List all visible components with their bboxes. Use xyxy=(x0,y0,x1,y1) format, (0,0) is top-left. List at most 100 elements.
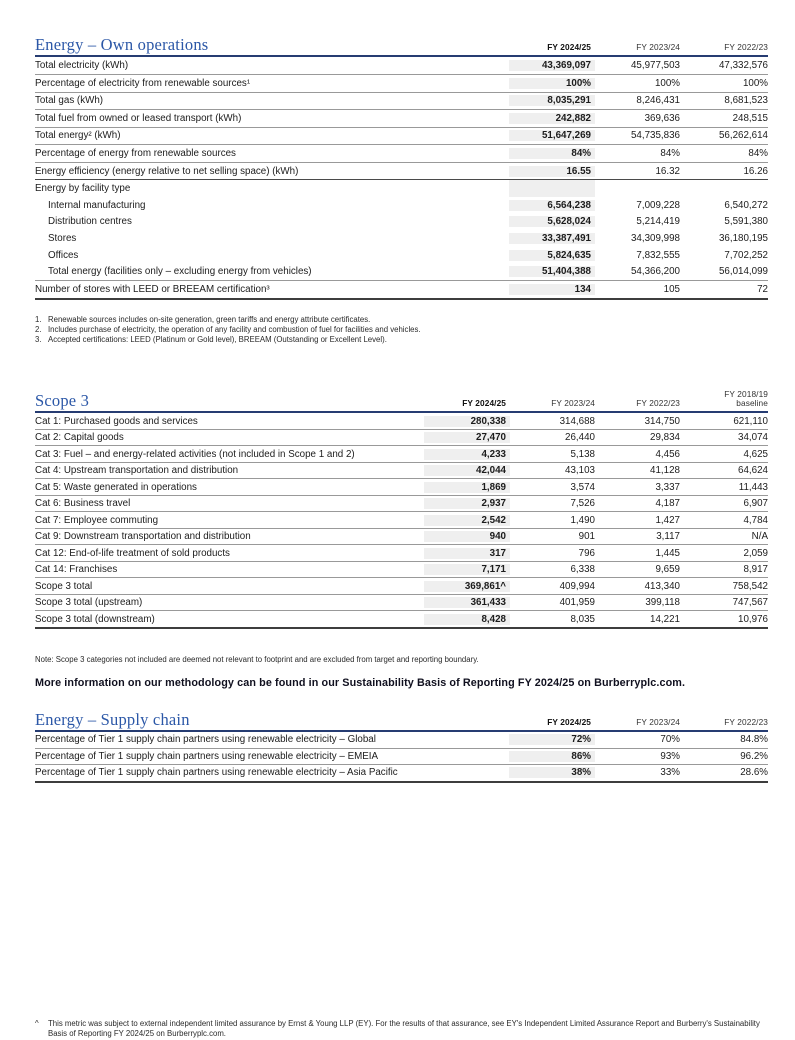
row-label: Offices xyxy=(48,249,79,261)
row-label: Total gas (kWh) xyxy=(35,95,104,107)
cell-value: 399,118 xyxy=(645,597,680,609)
row-label: Percentage of energy from renewable sour… xyxy=(35,148,236,160)
cell-value: 7,171 xyxy=(424,564,510,576)
cell-value: 86% xyxy=(509,750,595,762)
cell-value: 33% xyxy=(660,767,680,779)
table-row: Percentage of Tier 1 supply chain partne… xyxy=(35,732,768,749)
cell-value: 5,214,419 xyxy=(636,216,680,228)
column-header: FY 2023/24 xyxy=(595,717,680,728)
table-row: Cat 9: Downstream transportation and dis… xyxy=(35,529,768,546)
cell-value: 1,445 xyxy=(655,547,680,559)
cell-value: 1,490 xyxy=(570,514,595,526)
cell-value: 27,470 xyxy=(424,432,510,444)
table-row: Cat 5: Waste generated in operations 1,86… xyxy=(35,479,768,496)
column-header: FY 2024/25 xyxy=(509,717,595,728)
column-header: FY 2022/23 xyxy=(680,42,768,53)
cell-value: 29,834 xyxy=(650,432,680,444)
table-row: Scope 3 total (upstream) 361,433 401,959 39… xyxy=(35,595,768,612)
cell-value: 93% xyxy=(660,750,680,762)
cell-value: 314,688 xyxy=(559,415,595,427)
scope3-note: Note: Scope 3 categories not included ar… xyxy=(35,654,479,664)
cell-value: 2,542 xyxy=(424,514,510,526)
cell-value: 100% xyxy=(654,77,680,89)
cell-value: 84% xyxy=(509,148,595,160)
cell-value: 4,784 xyxy=(743,514,768,526)
footnote-marker: 1. xyxy=(35,314,42,324)
cell-value: 8,428 xyxy=(424,613,510,625)
row-label: Cat 5: Waste generated in operations xyxy=(35,481,197,493)
cell-value: 51,647,269 xyxy=(509,130,595,142)
row-label: Energy by facility type xyxy=(35,183,131,195)
column-header-line: FY 2024/25 xyxy=(547,42,591,53)
cell-value: 64,624 xyxy=(738,465,768,477)
row-label: Cat 4: Upstream transportation and distr… xyxy=(35,465,239,477)
cell-value xyxy=(509,180,595,198)
cell-value: 84.8% xyxy=(740,734,768,746)
cell-value: 16.32 xyxy=(655,165,680,177)
column-header: FY 2018/19 baseline xyxy=(680,389,768,410)
row-label: Total energy (facilities only – excludin… xyxy=(48,266,312,278)
cell-value: 3,574 xyxy=(570,481,595,493)
row-label: Distribution centres xyxy=(48,216,132,228)
table-header: Scope 3 FY 2024/25 FY 2023/24 FY 2022/23 FY … xyxy=(35,389,768,414)
cell-value: 16.55 xyxy=(509,165,595,177)
cell-value: 134 xyxy=(509,283,595,295)
cell-value: 43,369,097 xyxy=(509,60,595,72)
column-header: FY 2024/25 xyxy=(509,42,595,53)
table-title: Scope 3 xyxy=(35,391,90,411)
cell-value: 317 xyxy=(424,547,510,559)
row-label: Percentage of Tier 1 supply chain partne… xyxy=(35,750,379,762)
cell-value: 2,937 xyxy=(424,498,510,510)
cell-value: 72% xyxy=(509,734,595,746)
cell-value: 4,233 xyxy=(424,448,510,460)
cell-value: 56,262,614 xyxy=(718,130,768,142)
assurance-footnote-text: This metric was subject to external inde… xyxy=(48,1018,760,1039)
column-header-line: baseline xyxy=(736,398,768,409)
cell-value: 84% xyxy=(748,148,768,160)
table-row: Percentage of Tier 1 supply chain partne… xyxy=(35,749,768,766)
row-label: Cat 2: Capital goods xyxy=(35,432,124,444)
scope3-table: Scope 3 FY 2024/25 FY 2023/24 FY 2022/23 FY … xyxy=(35,389,768,629)
cell-value: 28.6% xyxy=(740,767,768,779)
table-title: Energy – Supply chain xyxy=(35,709,190,729)
cell-value: 42,044 xyxy=(424,465,510,477)
row-label: Percentage of Tier 1 supply chain partne… xyxy=(35,734,376,746)
table-row: Total electricity (kWh) 43,369,097 45,977,… xyxy=(35,57,768,75)
cell-value: 10,976 xyxy=(738,613,768,625)
column-header: FY 2024/25 xyxy=(424,399,510,409)
row-label: Cat 6: Business travel xyxy=(35,498,131,510)
cell-value: 747,567 xyxy=(732,597,768,609)
column-header-line: FY 2024/25 xyxy=(547,717,591,728)
cell-value: 758,542 xyxy=(732,580,768,592)
assurance-footnote: ^ This metric was subject to external in… xyxy=(35,1019,768,1040)
footnote: 1. Renewable sources includes on-site gen… xyxy=(35,315,768,325)
cell-value: 796 xyxy=(578,547,595,559)
table-row: Offices 5,824,635 7,832,555 7,702,252 xyxy=(35,247,768,264)
cell-value: 84% xyxy=(660,148,680,160)
row-label: Percentage of Tier 1 supply chain partne… xyxy=(35,767,398,779)
cell-value: 409,994 xyxy=(559,580,595,592)
cell-value: 8,246,431 xyxy=(636,95,680,107)
row-label: Cat 14: Franchises xyxy=(35,564,118,576)
row-label: Total fuel from owned or leased transpor… xyxy=(35,112,242,124)
row-label: Cat 3: Fuel – and energy-related activit… xyxy=(35,448,355,460)
column-header-line: FY 2022/23 xyxy=(724,717,768,728)
cell-value: 100% xyxy=(509,77,595,89)
cell-value: 70% xyxy=(660,734,680,746)
table-row: Number of stores with LEED or BREEAM cer… xyxy=(35,281,768,300)
cell-value: 7,526 xyxy=(570,498,595,510)
cell-value: 248,515 xyxy=(732,112,768,124)
table-row: Scope 3 total (downstream) 8,428 8,035 14,2… xyxy=(35,611,768,629)
cell-value: 38% xyxy=(509,767,595,779)
row-label: Number of stores with LEED or BREEAM cer… xyxy=(35,283,270,295)
table-row: Cat 12: End-of-life treatment of sold pr… xyxy=(35,545,768,562)
energy-supply-chain-table: Energy – Supply chain FY 2024/25 FY 2023/2… xyxy=(35,711,768,783)
methodology-note: More information on our methodology can … xyxy=(35,676,686,689)
cell-value: 9,659 xyxy=(655,564,680,576)
energy-own-operations-table: Energy – Own operations FY 2024/25 FY 2023… xyxy=(35,36,768,300)
table-row: Distribution centres 5,628,024 5,214,419 5,… xyxy=(35,214,768,231)
cell-value: 901 xyxy=(578,531,595,543)
cell-value: 8,035 xyxy=(570,613,595,625)
cell-value: 105 xyxy=(663,283,680,295)
